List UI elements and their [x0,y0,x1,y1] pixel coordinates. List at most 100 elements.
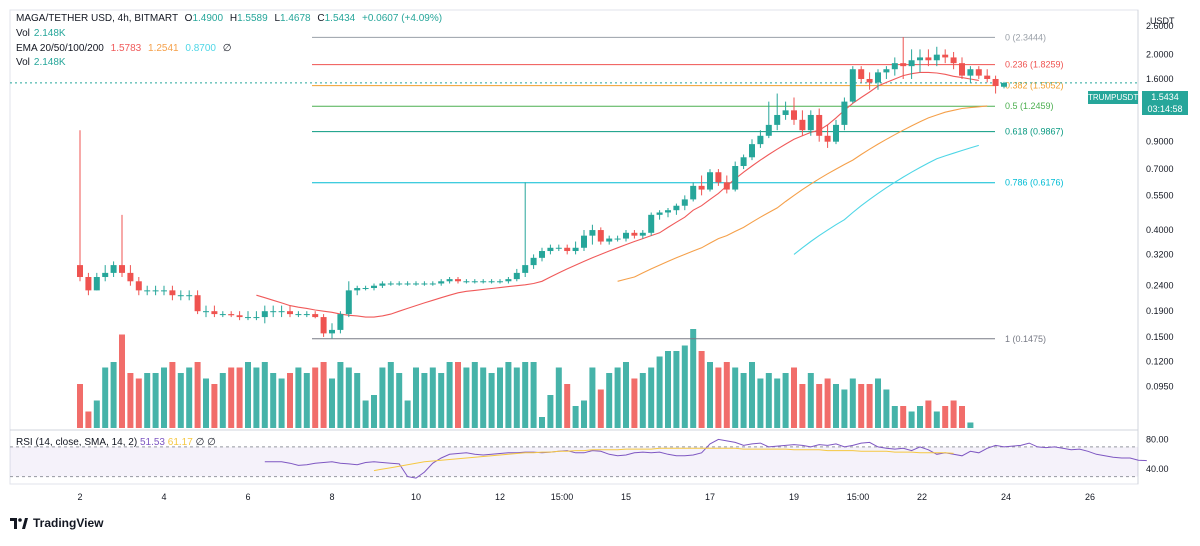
candle-body [782,110,789,115]
candle-body [480,281,487,283]
candle-body [749,144,755,158]
candle-body [732,166,739,190]
candle-body [765,124,772,136]
volume-bar [799,384,806,428]
volume-bar [875,378,881,428]
candle-body [152,290,159,292]
rsi-extra-2: ∅ [207,437,216,448]
candle-body [698,185,705,190]
candle-body [992,78,999,87]
volume-bar [362,400,369,428]
candle-body [337,314,344,330]
candle-body [245,317,251,319]
ema-legend[interactable]: EMA 20/50/100/200 1.5783 1.2541 0.8700 ∅ [16,43,231,54]
volume-bar [841,389,848,428]
candle-body [816,114,823,136]
candle-body [975,69,982,76]
candle-body [329,329,335,334]
candle-body [379,283,386,286]
volume-bar [564,384,571,428]
volume-bar [320,362,327,428]
volume-bar [732,367,739,428]
volume-bar [471,362,478,428]
volume-bar [749,362,755,428]
candle-body [933,54,940,61]
volume-bar [387,362,394,428]
volume-bar [278,378,285,428]
volume-bar [631,378,638,428]
candle-body [354,288,361,291]
candle-body [228,314,235,316]
volume-legend-2[interactable]: Vol 2.148K [16,57,66,68]
price-tick-label: 0.1500 [1146,332,1174,342]
candle-body [589,230,596,236]
time-tick-label: 2 [77,492,82,502]
volume-bar [723,362,730,428]
volume-bar [740,373,747,428]
candle-body [387,283,394,285]
volume-label: Vol [16,28,30,39]
time-tick-label: 24 [1001,492,1011,502]
candle-body [875,72,881,83]
fib-level-label: 0.382 (1.5052) [1005,81,1064,91]
volume-bar [219,373,226,428]
volume-legend[interactable]: Vol 2.148K [16,28,66,39]
volume-bar [371,395,377,428]
volume-bar [950,400,957,428]
candle-body [303,314,310,316]
time-tick-label: 4 [161,492,166,502]
volume-bar [681,345,688,428]
volume-label-2: Vol [16,57,30,68]
candle-body [522,265,529,273]
candle-body [127,272,134,282]
candle-body [471,281,478,283]
rsi-legend[interactable]: RSI (14, close, SMA, 14, 2) 51.53 61.17 … [16,437,216,448]
candle-body [186,295,193,297]
open-label: O [184,13,193,24]
time-tick-label: 15 [621,492,631,502]
candle-body [497,281,503,283]
volume-bar [765,373,772,428]
time-tick-label: 17 [705,492,715,502]
time-tick-label: 26 [1085,492,1095,502]
candle-body [161,290,167,292]
time-tick-label: 15:00 [847,492,870,502]
time-tick-label: 15:00 [551,492,574,502]
candle-body [984,75,991,79]
low-value: 1.4678 [280,13,311,24]
candle-body [639,232,646,236]
last-price: 1.5434 [1151,92,1179,102]
candle-body [891,63,898,70]
rsi-ma-line [373,447,954,472]
price-tick-label: 2.0000 [1146,50,1174,60]
volume-bar [866,384,873,428]
volume-bar [656,356,663,428]
volume-bar [715,367,722,428]
close-label: C [317,13,325,24]
high-value: 1.5589 [237,13,268,24]
tradingview-brand[interactable]: TradingView [10,516,103,530]
candle-body [513,272,520,280]
fib-level-label: 0.618 (0.9867) [1005,127,1064,137]
candle-body [824,135,831,142]
ema-line-50 [617,105,988,282]
volume-bar [253,367,260,428]
candle-body [614,238,621,240]
volume-bar [698,351,705,428]
time-tick-label: 12 [495,492,505,502]
ema-label: EMA 20/50/100/200 [16,43,104,54]
volume-bar [446,362,453,428]
candle-body [648,214,655,233]
volume-bar [513,367,520,428]
candle-body [270,311,277,313]
candle-body [505,279,512,282]
volume-bar [597,389,604,428]
candle-body [858,69,865,79]
candle-body [791,110,797,120]
candle-body [345,290,352,315]
candle-body [119,265,125,273]
candle-body [421,283,428,285]
candle-body [446,279,453,282]
volume-bar [245,362,251,428]
